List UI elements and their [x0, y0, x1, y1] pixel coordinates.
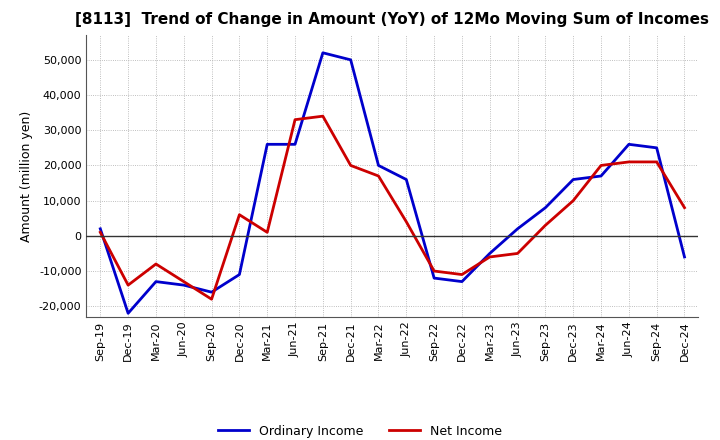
Net Income	[207, 297, 216, 302]
Ordinary Income	[624, 142, 633, 147]
Net Income	[318, 114, 327, 119]
Ordinary Income	[374, 163, 383, 168]
Ordinary Income	[291, 142, 300, 147]
Ordinary Income	[402, 177, 410, 182]
Ordinary Income	[152, 279, 161, 284]
Net Income	[458, 272, 467, 277]
Net Income	[124, 282, 132, 288]
Line: Ordinary Income: Ordinary Income	[100, 53, 685, 313]
Ordinary Income	[263, 142, 271, 147]
Ordinary Income	[541, 205, 550, 210]
Ordinary Income	[235, 272, 243, 277]
Ordinary Income	[513, 226, 522, 231]
Ordinary Income	[207, 290, 216, 295]
Net Income	[152, 261, 161, 267]
Net Income	[374, 173, 383, 179]
Net Income	[541, 223, 550, 228]
Net Income	[485, 254, 494, 260]
Net Income	[624, 159, 633, 165]
Ordinary Income	[318, 50, 327, 55]
Net Income	[569, 198, 577, 203]
Net Income	[291, 117, 300, 122]
Title: [8113]  Trend of Change in Amount (YoY) of 12Mo Moving Sum of Incomes: [8113] Trend of Change in Amount (YoY) o…	[76, 12, 709, 27]
Legend: Ordinary Income, Net Income: Ordinary Income, Net Income	[213, 420, 507, 440]
Ordinary Income	[124, 311, 132, 316]
Net Income	[346, 163, 355, 168]
Net Income	[263, 230, 271, 235]
Line: Net Income: Net Income	[100, 116, 685, 299]
Ordinary Income	[96, 226, 104, 231]
Net Income	[430, 268, 438, 274]
Ordinary Income	[680, 254, 689, 260]
Ordinary Income	[652, 145, 661, 150]
Net Income	[652, 159, 661, 165]
Net Income	[235, 212, 243, 217]
Ordinary Income	[179, 282, 188, 288]
Ordinary Income	[430, 275, 438, 281]
Ordinary Income	[597, 173, 606, 179]
Net Income	[96, 230, 104, 235]
Ordinary Income	[458, 279, 467, 284]
Ordinary Income	[485, 251, 494, 256]
Net Income	[513, 251, 522, 256]
Net Income	[402, 219, 410, 224]
Net Income	[597, 163, 606, 168]
Y-axis label: Amount (million yen): Amount (million yen)	[20, 110, 33, 242]
Net Income	[179, 279, 188, 284]
Ordinary Income	[346, 57, 355, 62]
Ordinary Income	[569, 177, 577, 182]
Net Income	[680, 205, 689, 210]
